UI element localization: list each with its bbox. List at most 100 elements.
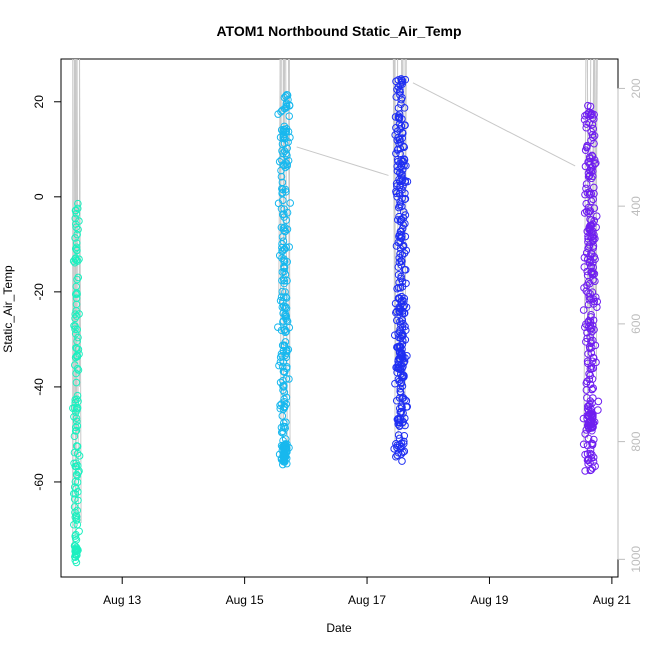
data-point xyxy=(398,403,406,412)
data-point xyxy=(392,439,400,448)
data-point xyxy=(70,432,79,441)
data-point xyxy=(581,467,589,475)
data-point xyxy=(278,412,287,420)
x-tick-label: Aug 17 xyxy=(348,593,386,607)
data-point xyxy=(279,149,287,157)
data-point xyxy=(393,136,402,145)
data-point xyxy=(582,199,591,208)
data-point xyxy=(70,483,79,491)
data-point xyxy=(281,270,290,279)
data-point xyxy=(392,149,400,158)
data-point xyxy=(398,80,406,89)
data-point xyxy=(586,466,595,475)
data-point xyxy=(582,207,591,216)
data-point xyxy=(393,284,401,293)
data-point xyxy=(589,353,598,362)
data-point xyxy=(396,231,404,239)
data-point xyxy=(395,232,403,241)
data-point xyxy=(580,263,589,271)
data-point xyxy=(587,249,595,258)
data-point xyxy=(74,273,83,282)
data-point xyxy=(583,441,592,450)
data-point xyxy=(394,104,403,112)
x-axis-label: Date xyxy=(326,621,352,635)
data-point xyxy=(278,276,286,285)
data-point xyxy=(399,362,407,371)
data-point xyxy=(394,414,402,423)
x-tick-label: Aug 21 xyxy=(593,593,631,607)
data-point xyxy=(397,352,406,361)
data-point xyxy=(275,157,284,166)
plot-frame xyxy=(60,58,619,578)
data-point xyxy=(280,326,289,335)
data-point xyxy=(397,442,406,451)
data-point xyxy=(75,310,83,318)
data-point xyxy=(282,99,291,107)
secondary-y-tick-label: 800 xyxy=(629,431,643,451)
data-point xyxy=(72,239,81,247)
data-point xyxy=(584,169,593,178)
data-point xyxy=(72,282,81,291)
data-point xyxy=(394,283,403,292)
data-point xyxy=(589,453,598,462)
data-point xyxy=(396,249,404,258)
data-point xyxy=(73,204,82,213)
data-point xyxy=(279,383,288,391)
data-point xyxy=(390,445,398,453)
data-point xyxy=(398,457,406,465)
data-point xyxy=(282,327,291,336)
data-point xyxy=(397,162,406,170)
data-point xyxy=(73,471,81,480)
data-point xyxy=(279,405,288,414)
data-point xyxy=(71,314,79,323)
data-point xyxy=(75,217,83,225)
data-point xyxy=(74,333,82,342)
profile-line xyxy=(75,58,78,516)
data-point xyxy=(588,152,597,161)
data-point xyxy=(285,243,293,251)
data-point xyxy=(395,303,403,311)
data-point xyxy=(276,404,285,413)
data-point xyxy=(71,353,80,362)
data-point xyxy=(589,232,597,241)
data-point xyxy=(394,263,403,271)
data-point xyxy=(589,258,597,267)
data-point xyxy=(589,419,598,428)
data-point xyxy=(280,226,288,235)
data-point xyxy=(278,351,286,360)
secondary-y-axis: 200 400 600 800 1000 xyxy=(617,78,643,573)
y-tick-label: -40 xyxy=(32,378,46,396)
data-point xyxy=(586,190,594,199)
data-point xyxy=(592,212,601,220)
data-point xyxy=(71,553,80,561)
data-point xyxy=(393,316,401,325)
data-point xyxy=(280,257,288,265)
y-tick-label: 0 xyxy=(32,193,46,200)
data-point xyxy=(586,344,594,353)
data-point xyxy=(72,206,80,215)
data-point xyxy=(276,353,285,362)
data-point xyxy=(396,200,405,209)
data-point xyxy=(71,255,79,263)
data-point xyxy=(278,185,287,194)
data-point xyxy=(73,395,81,403)
data-point xyxy=(588,270,597,279)
data-point xyxy=(277,126,286,134)
data-point xyxy=(584,238,592,246)
data-point xyxy=(279,367,288,376)
data-point xyxy=(400,155,409,163)
data-point xyxy=(589,384,598,392)
data-point xyxy=(397,232,406,240)
data-point xyxy=(588,385,596,394)
data-point xyxy=(279,317,288,325)
data-point xyxy=(281,185,290,194)
data-point xyxy=(71,423,80,432)
data-point xyxy=(587,190,596,198)
data-point xyxy=(274,323,282,331)
data-point xyxy=(390,331,399,340)
data-point xyxy=(395,189,404,198)
data-point xyxy=(72,378,81,387)
data-point xyxy=(73,290,81,298)
data-point xyxy=(585,207,594,215)
data-point xyxy=(581,430,589,438)
